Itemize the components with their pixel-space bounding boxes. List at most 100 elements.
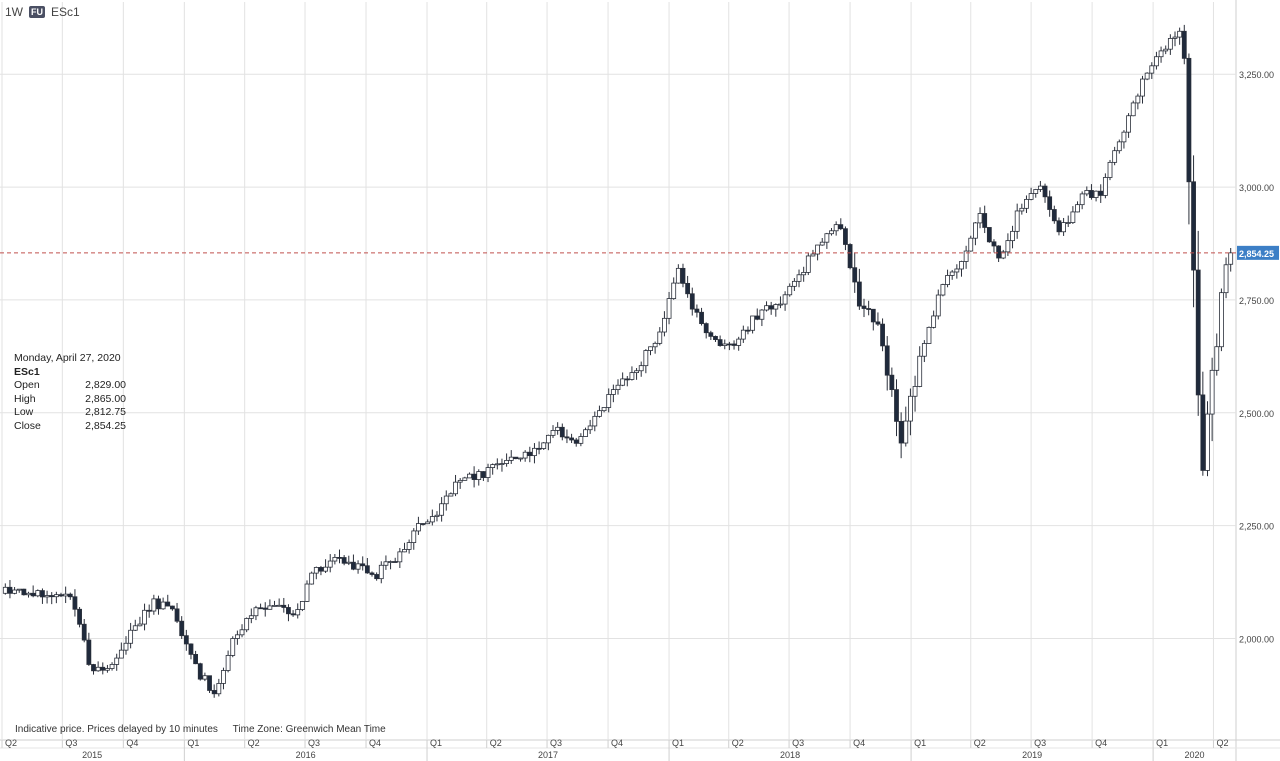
quarter-label: Q1 bbox=[430, 738, 442, 748]
candle-body bbox=[773, 304, 779, 310]
candle-body bbox=[1098, 190, 1104, 196]
quarter-label: Q1 bbox=[187, 738, 199, 748]
candle-body bbox=[197, 663, 203, 680]
year-label: 2020 bbox=[1185, 750, 1205, 760]
candle-body bbox=[963, 250, 969, 262]
candle-body bbox=[230, 638, 236, 656]
candle-body bbox=[973, 222, 978, 239]
candle-body bbox=[1116, 141, 1122, 152]
candle-body bbox=[662, 317, 667, 333]
candle-body bbox=[819, 241, 825, 246]
candle-body bbox=[397, 551, 403, 563]
candle-body bbox=[211, 690, 217, 695]
candle-body bbox=[796, 274, 802, 282]
candle-body bbox=[508, 456, 514, 461]
candle-body bbox=[935, 294, 941, 317]
candle-body bbox=[736, 338, 742, 346]
candle-body bbox=[1042, 185, 1048, 198]
candle-body bbox=[193, 653, 199, 665]
candle-body bbox=[986, 227, 992, 243]
candle-body bbox=[151, 598, 157, 612]
candle-body bbox=[471, 473, 477, 480]
candle-body bbox=[49, 595, 55, 598]
futures-badge: FU bbox=[29, 6, 45, 18]
candle-body bbox=[225, 655, 231, 671]
candle-body bbox=[1028, 193, 1034, 200]
candle-body bbox=[448, 493, 454, 497]
candle-body bbox=[494, 463, 500, 466]
candle-body bbox=[170, 605, 175, 610]
candle-body bbox=[1000, 251, 1006, 259]
candle-body bbox=[824, 233, 830, 243]
candle-body bbox=[1093, 190, 1099, 198]
symbol-label[interactable]: ESc1 bbox=[51, 5, 80, 19]
candle-body bbox=[1177, 30, 1183, 38]
info-low-row: Low 2,812.75 bbox=[14, 406, 126, 420]
candle-body bbox=[675, 267, 681, 284]
candle-body bbox=[597, 410, 602, 417]
candle-body bbox=[898, 420, 904, 444]
candle-body bbox=[392, 561, 398, 563]
candle-body bbox=[518, 457, 523, 460]
candle-body bbox=[610, 389, 616, 395]
candle-body bbox=[272, 605, 277, 607]
candle-body bbox=[708, 332, 714, 337]
candle-body bbox=[467, 473, 472, 479]
candle-body bbox=[457, 479, 463, 483]
interval-label[interactable]: 1W bbox=[5, 5, 23, 19]
candle-body bbox=[740, 329, 746, 340]
candle-body bbox=[355, 563, 361, 570]
candle-body bbox=[829, 230, 834, 235]
candle-body bbox=[378, 564, 384, 580]
candle-body bbox=[689, 293, 695, 310]
candle-body bbox=[847, 244, 853, 269]
y-tick-label: 2,000.00 bbox=[1239, 634, 1274, 644]
candle-body bbox=[685, 282, 691, 295]
candle-body bbox=[142, 609, 147, 625]
year-label: 2016 bbox=[296, 750, 316, 760]
candle-body bbox=[299, 601, 305, 610]
candle-body bbox=[1084, 190, 1090, 195]
candle-body bbox=[903, 420, 909, 444]
candle-body bbox=[1010, 230, 1015, 242]
candle-body bbox=[207, 675, 212, 691]
candle-body bbox=[406, 542, 412, 550]
candle-body bbox=[123, 642, 129, 651]
candle-body bbox=[239, 629, 245, 636]
candle-body bbox=[2, 586, 8, 594]
candle-body bbox=[764, 305, 769, 311]
y-axis: 2,000.00 2,250.00 2,500.00 2,750.00 3,000.00… bbox=[1239, 70, 1274, 644]
year-label: 2018 bbox=[780, 750, 800, 760]
candle-body bbox=[1070, 211, 1076, 223]
ohlc-info-panel: Monday, April 27, 2020 ESc1 Open 2,829.00… bbox=[14, 352, 126, 434]
candle-body bbox=[1209, 369, 1215, 415]
candle-body bbox=[1130, 102, 1136, 117]
candle-body bbox=[262, 607, 268, 610]
candle-body bbox=[1056, 220, 1062, 233]
candle-body bbox=[420, 523, 426, 525]
candle-body bbox=[7, 586, 13, 594]
year-label: 2019 bbox=[1022, 750, 1042, 760]
candle-body bbox=[1065, 222, 1071, 224]
candle-body bbox=[949, 271, 955, 276]
candle-body bbox=[522, 451, 528, 459]
candle-body bbox=[188, 643, 194, 655]
quarter-label: Q4 bbox=[1095, 738, 1107, 748]
candle-body bbox=[968, 237, 974, 252]
candle-body bbox=[982, 213, 988, 228]
candle-body bbox=[67, 593, 73, 598]
last-price-line: 2,854.25 bbox=[0, 245, 1279, 260]
candle-body bbox=[383, 561, 389, 566]
candle-body bbox=[453, 481, 458, 495]
year-label: 2017 bbox=[538, 750, 558, 760]
candle-body bbox=[1200, 394, 1206, 471]
candle-body bbox=[402, 549, 407, 553]
candle-body bbox=[513, 456, 519, 460]
candle-body bbox=[1107, 161, 1113, 178]
candle-body bbox=[109, 664, 115, 669]
candle-body bbox=[369, 572, 375, 575]
candle-body bbox=[680, 267, 686, 284]
candle-body bbox=[782, 294, 788, 305]
candle-body bbox=[1214, 346, 1220, 371]
candle-body bbox=[234, 634, 240, 639]
